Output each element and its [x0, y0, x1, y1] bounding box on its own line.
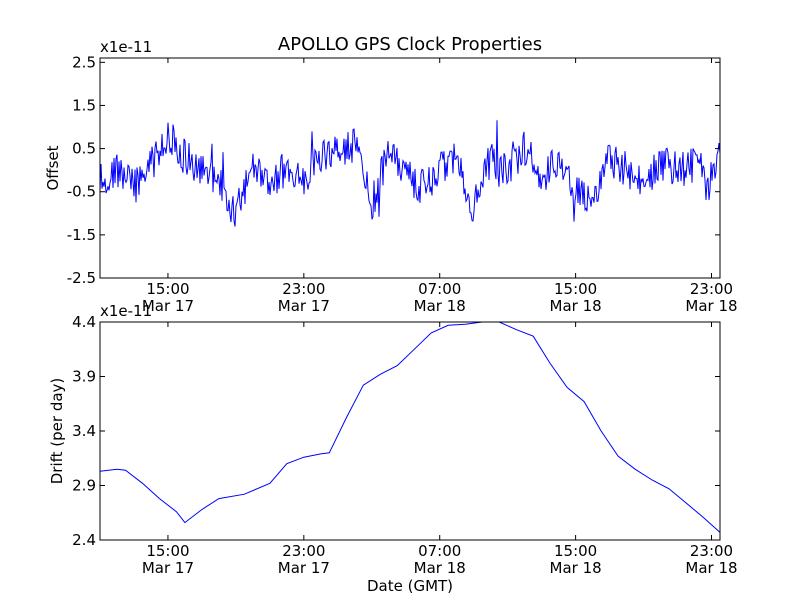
x-axis-label: Date (GMT) — [367, 577, 453, 595]
offset-x-tick-time-label: 23:00 — [690, 280, 733, 298]
offset-y-tick-label: -1.5 — [67, 226, 96, 244]
offset-x-tick-time-label: 23:00 — [282, 280, 325, 298]
offset-y-tick-label: 2.5 — [72, 53, 96, 71]
offset-x-tick-time-label: 07:00 — [418, 280, 461, 298]
offset-x-tick-date-label: Mar 18 — [550, 297, 602, 315]
drift-x-tick-time-label: 15:00 — [554, 542, 597, 560]
drift-series-line — [99, 321, 721, 533]
offset-x-tick-date-label: Mar 17 — [278, 297, 330, 315]
offset-axes-frame — [99, 57, 721, 279]
drift-x-tick-date-label: Mar 18 — [550, 559, 602, 577]
drift-y-scale-label: x1e-11 — [100, 302, 152, 320]
offset-y-scale-label: x1e-11 — [100, 38, 152, 56]
drift-x-tick-time-label: 23:00 — [282, 542, 325, 560]
drift-x-tick-time-label: 15:00 — [146, 542, 189, 560]
drift-x-tick-time-label: 23:00 — [690, 542, 733, 560]
offset-y-axis-label: Offset — [44, 145, 62, 190]
offset-x-tick-date-label: Mar 18 — [414, 297, 466, 315]
drift-y-axis-label: Drift (per day) — [48, 378, 66, 485]
offset-x-tick-date-label: Mar 18 — [685, 297, 737, 315]
drift-y-tick-label: 3.9 — [72, 368, 96, 386]
offset-y-tick-label: 1.5 — [72, 96, 96, 114]
drift-x-tick-date-label: Mar 18 — [414, 559, 466, 577]
drift-x-tick-date-label: Mar 17 — [142, 559, 194, 577]
offset-x-tick-date-label: Mar 17 — [142, 297, 194, 315]
drift-y-tick-label: 2.4 — [72, 531, 96, 549]
drift-y-tick-label: 4.4 — [72, 313, 96, 331]
offset-y-tick-label: -2.5 — [67, 269, 96, 287]
drift-y-tick-label: 3.4 — [72, 422, 96, 440]
drift-y-tick-label: 2.9 — [72, 477, 96, 495]
offset-x-tick-time-label: 15:00 — [554, 280, 597, 298]
chart-title: APOLLO GPS Clock Properties — [278, 34, 542, 55]
offset-y-tick-label: -0.5 — [67, 183, 96, 201]
drift-x-tick-date-label: Mar 18 — [685, 559, 737, 577]
offset-series-line — [99, 120, 721, 227]
offset-x-tick-time-label: 15:00 — [146, 280, 189, 298]
drift-x-tick-time-label: 07:00 — [418, 542, 461, 560]
offset-y-tick-label: 0.5 — [72, 140, 96, 158]
drift-x-tick-date-label: Mar 17 — [278, 559, 330, 577]
